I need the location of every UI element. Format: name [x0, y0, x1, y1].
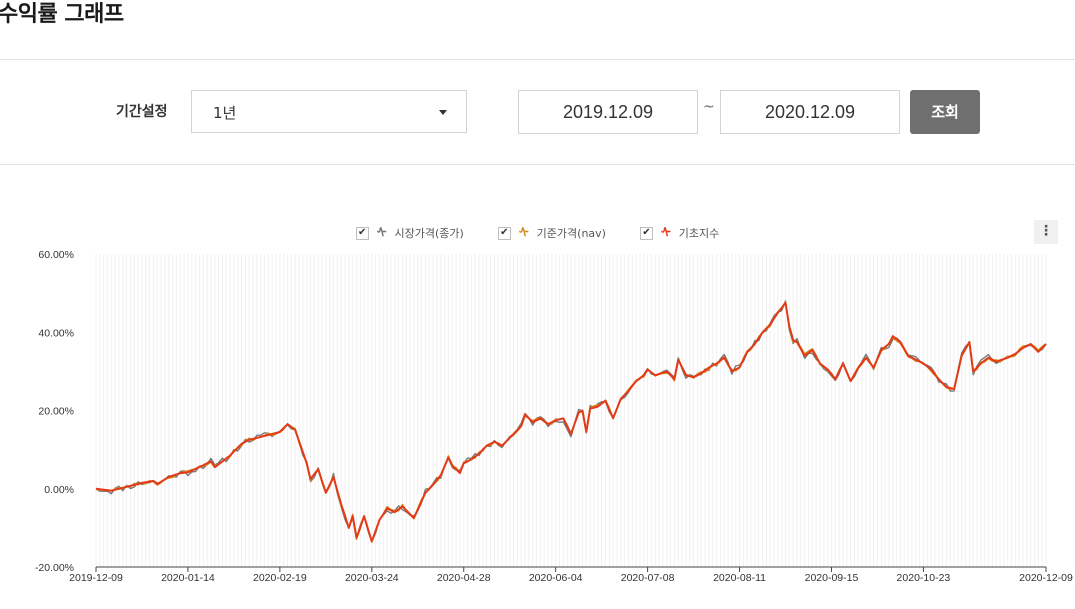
x-tick-label: 2020-03-24: [345, 572, 399, 584]
legend-label: 시장가격(종가): [394, 227, 464, 240]
y-tick-label: 60.00%: [38, 249, 74, 261]
series-line-icon: ᠰ: [660, 225, 671, 241]
end-date-input[interactable]: 2020.12.09: [720, 90, 900, 134]
x-tick-label: 2020-01-14: [161, 572, 215, 584]
x-tick-label: 2020-09-15: [805, 572, 859, 584]
divider-bottom: [0, 164, 1075, 165]
page-title: 수익률 그래프: [0, 2, 124, 27]
x-tick-label: 2020-04-28: [437, 572, 491, 584]
series-line-icon: ᠰ: [518, 225, 529, 241]
y-tick-label: 20.00%: [38, 406, 74, 418]
x-tick-label: 2020-08-11: [713, 572, 766, 584]
legend-label: 기초지수: [678, 227, 720, 240]
divider-top: [0, 59, 1075, 60]
legend-item-index[interactable]: ✔ ᠰ 기초지수: [639, 225, 720, 241]
series-line-icon: ᠰ: [376, 225, 387, 241]
period-select[interactable]: 1년: [191, 90, 467, 133]
chart-menu-button[interactable]: ⋮: [1034, 220, 1058, 244]
chevron-down-icon: [439, 110, 447, 115]
start-date-input[interactable]: 2019.12.09: [518, 90, 698, 134]
legend-item-nav[interactable]: ✔ ᠰ 기준가격(nav): [497, 225, 606, 241]
checkbox-icon[interactable]: ✔: [497, 226, 511, 240]
y-tick-label: -20.00%: [35, 562, 74, 574]
y-tick-label: 40.00%: [38, 327, 74, 339]
x-tick-label: 2020-10-23: [897, 572, 951, 584]
checkbox-icon[interactable]: ✔: [639, 226, 653, 240]
x-tick-label: 2019-12-09: [69, 572, 123, 584]
chart-legend: ✔ ᠰ 시장가격(종가) ✔ ᠰ 기준가격(nav) ✔ ᠰ 기초지수: [0, 225, 1075, 241]
x-tick-label: 2020-07-08: [621, 572, 675, 584]
checkbox-icon[interactable]: ✔: [355, 226, 369, 240]
x-tick-label: 2020-12-09: [1019, 572, 1073, 584]
vertical-grid: [95, 254, 1047, 567]
series-line-index: [95, 301, 1047, 543]
x-tick-label: 2020-02-19: [253, 572, 307, 584]
legend-item-market-price[interactable]: ✔ ᠰ 시장가격(종가): [355, 225, 464, 241]
date-range-separator: ~: [703, 99, 715, 115]
period-label: 기간설정: [116, 104, 168, 120]
y-tick-label: 0.00%: [44, 484, 74, 496]
search-button[interactable]: 조회: [910, 90, 980, 134]
x-tick-label: 2020-06-04: [529, 572, 583, 584]
legend-label: 기준가격(nav): [536, 227, 606, 240]
period-select-value: 1년: [213, 104, 237, 122]
